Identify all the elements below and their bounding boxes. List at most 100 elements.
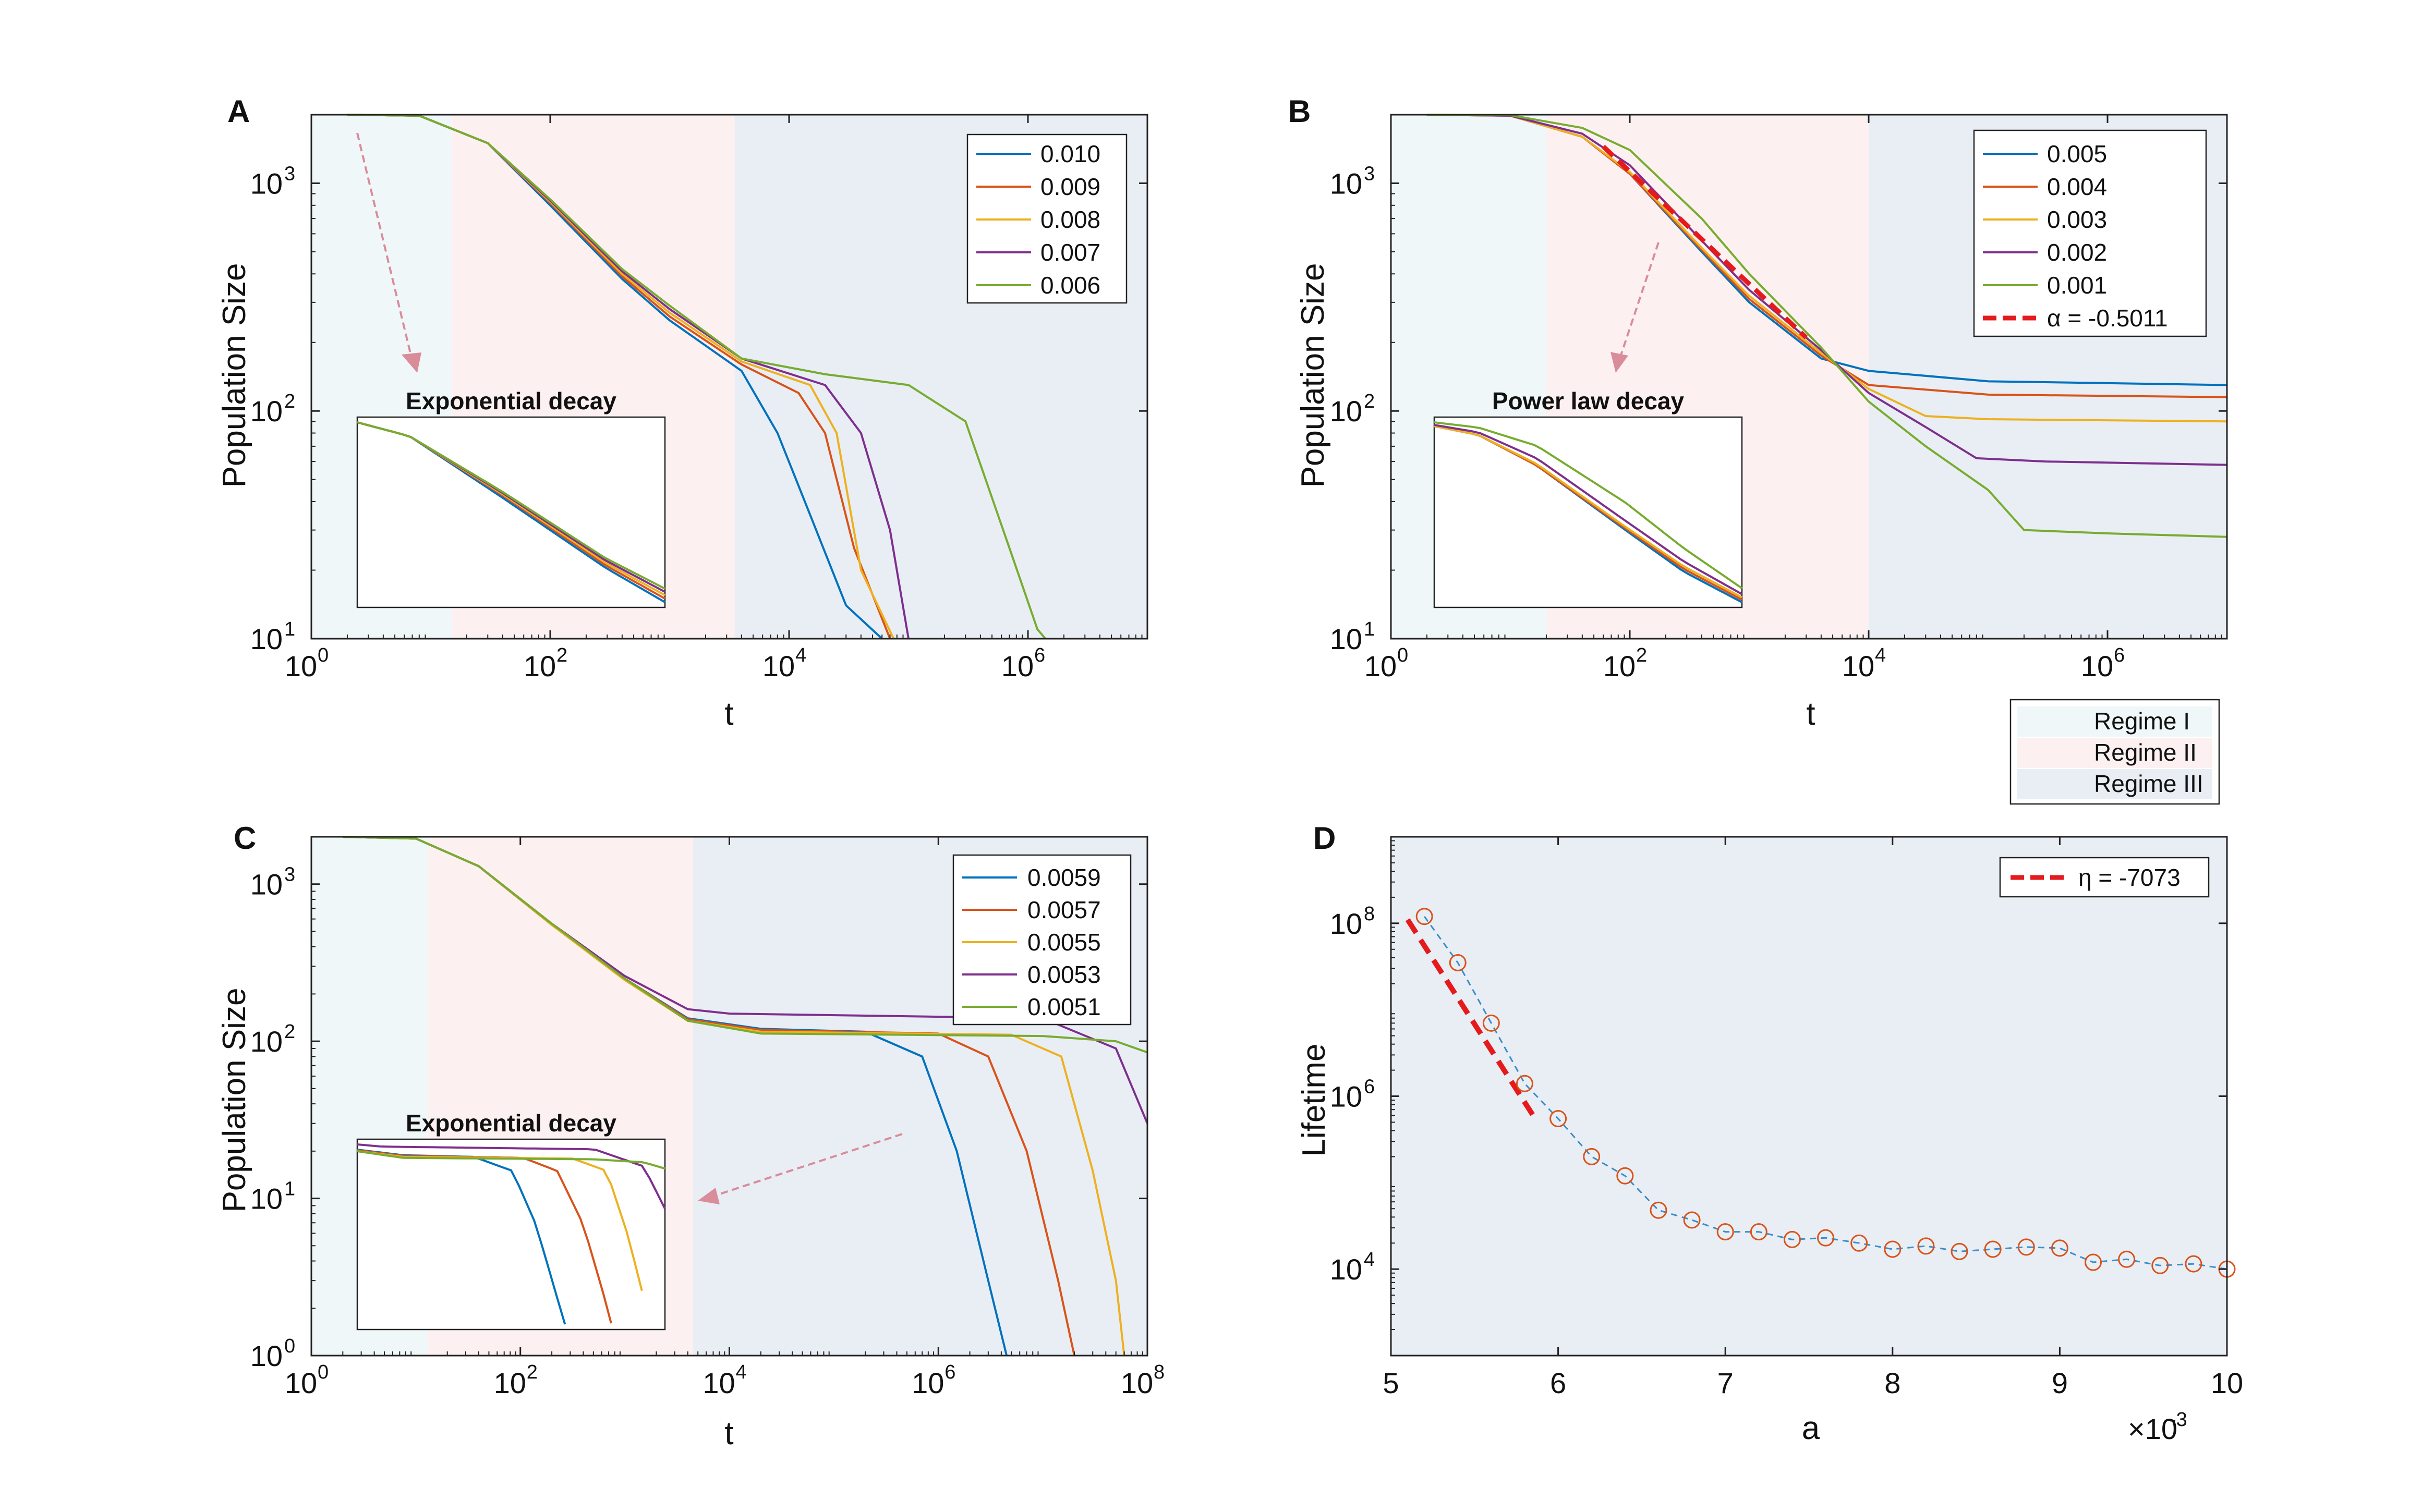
panel-b-y-tick-label: 10	[1330, 167, 1362, 200]
panel-a-x-tick-exp: 6	[1034, 644, 1045, 666]
panel-c-x-tick-label: 10	[494, 1367, 526, 1399]
panel-d-marker	[1716, 1223, 1734, 1241]
panel-a-inset-line-5	[357, 421, 665, 590]
panel-a-y-axis-label: Population Size	[216, 263, 252, 488]
panel-c-inset-lines	[357, 1143, 666, 1325]
panel-c-y-tick-exp: 0	[284, 1335, 295, 1357]
panel-d-marker	[2085, 1253, 2102, 1271]
panel-b-inset-line-4	[1434, 424, 1742, 595]
panel-c-x-tick-label: 10	[703, 1367, 735, 1399]
panel-d-y-tick-exp: 4	[1364, 1249, 1375, 1271]
panel-b-legend-label-2: 0.004	[2047, 173, 2107, 200]
panel-d-x-tick-label: 9	[2052, 1367, 2068, 1399]
panel-a-legend-label-5: 0.006	[1040, 272, 1100, 299]
regime-2-swatch	[2017, 738, 2212, 768]
panel-a-y-tick-exp: 1	[284, 618, 295, 640]
panel-c-y-tick-exp: 1	[284, 1178, 295, 1200]
panel-b-x-tick-label: 10	[1603, 650, 1636, 682]
panel-b-legend-label-3: 0.003	[2047, 206, 2107, 233]
panel-c-legend-label-5: 0.0051	[1027, 993, 1101, 1020]
panel-d-x-tick-label: 5	[1383, 1367, 1399, 1399]
panel-d-legend: η = -7073	[1999, 857, 2210, 898]
panel-c-y-tick-label: 10	[250, 1025, 283, 1058]
panel-d-y-tick-label: 10	[1330, 1253, 1362, 1286]
panel-a-x-tick-label: 10	[285, 650, 317, 682]
panel-d-marker	[1516, 1075, 1533, 1092]
panel-c-inset-line-4	[357, 1143, 666, 1210]
panel-b-fit-line	[1602, 144, 1808, 339]
panel-b-y-axis-label: Population Size	[1295, 263, 1331, 488]
panel-d-markers	[1415, 908, 2236, 1278]
panel-a-series	[347, 114, 1046, 640]
panel-d-marker	[1850, 1234, 1868, 1252]
panel-b-series-line-5	[1426, 114, 2227, 538]
panel-d-marker	[1482, 1014, 1500, 1032]
panel-a-x-axis-label: t	[724, 696, 733, 732]
panel-b-inset: Power law decay	[1433, 387, 1743, 608]
panel-d-marker	[1616, 1167, 1634, 1185]
panel-c-x-tick-exp: 4	[736, 1361, 747, 1383]
panel-b-legend-label-1: 0.005	[2047, 140, 2107, 167]
panel-b-x-tick-label: 10	[1842, 650, 1874, 682]
panel-a-y-tick-exp: 2	[284, 391, 295, 412]
panel-d-marker	[1415, 908, 1433, 925]
panel-b-y-tick-label: 10	[1330, 395, 1362, 428]
panel-a-x-tick-exp: 0	[318, 644, 329, 666]
panel-letter-c: C	[234, 821, 256, 856]
panel-c-inset-title: Exponential decay	[406, 1109, 616, 1137]
panel-b-x-tick-exp: 6	[2114, 644, 2125, 666]
panel-b-y-tick-exp: 2	[1364, 391, 1375, 412]
panel-d-marker	[1683, 1211, 1701, 1229]
panel-d-connecting-line	[1423, 916, 2227, 1270]
panel-c-legend-label-3: 0.0055	[1027, 929, 1101, 956]
panel-b-legend: 0.005 0.004 0.003 0.002 0.001 α = -0.5011	[1973, 129, 2207, 337]
panel-d-legend-label: η = -7073	[2078, 864, 2181, 891]
panel-d-marker	[2051, 1239, 2068, 1257]
panel-c-x-tick-exp: 2	[527, 1361, 538, 1383]
regime-legend: Regime I Regime II Regime III	[2009, 699, 2220, 805]
panel-b-series-line-3	[1426, 114, 2227, 423]
panel-d-y-axis-label: Lifetime	[1296, 1043, 1332, 1156]
panel-b-inset-title: Power law decay	[1492, 387, 1685, 414]
regime-1-label: Regime I	[2094, 708, 2190, 735]
panel-b-legend-label-4: 0.002	[2047, 239, 2107, 266]
panel-c-y-tick-label: 10	[250, 1182, 283, 1215]
panel-b-axes-frame	[1390, 114, 2228, 640]
panel-d-y-tick-label: 10	[1330, 1080, 1362, 1113]
panel-d-marker	[1917, 1237, 1935, 1255]
panel-d-marker	[1951, 1242, 1968, 1260]
panel-c-series-line-5	[343, 836, 1148, 1054]
panel-b-inset-line-3	[1434, 425, 1742, 599]
panel-a-legend: 0.010 0.009 0.008 0.007 0.006	[966, 133, 1128, 304]
panel-a-inset-lines	[357, 421, 666, 603]
regime-1-swatch	[2017, 706, 2212, 737]
panel-c-x-ticks: 10 0 10 2 10 4 10 6 10 8	[285, 837, 1165, 1399]
panel-c-y-tick-exp: 2	[284, 1021, 295, 1043]
panel-c-x-tick-exp: 8	[1154, 1361, 1165, 1383]
panel-b-x-tick-label: 10	[1364, 650, 1397, 682]
panel-d-marker	[2151, 1257, 2169, 1274]
panel-d-x-ticks: 5 6 7 8 9 10	[1383, 837, 2243, 1399]
panel-c-x-axis-label: t	[724, 1416, 733, 1452]
regime-3-label: Regime III	[2094, 770, 2203, 797]
panel-d-x-tick-label: 10	[2211, 1367, 2243, 1399]
panel-a-x-ticks: 10 0 10 2 10 4 10 6	[285, 115, 1143, 682]
panel-a-y-tick-label: 10	[250, 167, 283, 200]
panel-a-y-tick-exp: 3	[284, 163, 295, 185]
panel-c-x-tick-label: 10	[912, 1367, 944, 1399]
panel-a-inset: Exponential decay	[356, 387, 666, 608]
panel-c-x-tick-label: 10	[1121, 1367, 1153, 1399]
panel-d-x-tick-label: 8	[1884, 1367, 1900, 1399]
panel-d-marker	[2017, 1238, 2035, 1256]
panel-letter-a: A	[227, 94, 250, 129]
panel-a-inset-title: Exponential decay	[406, 387, 616, 414]
panel-a-series-line-5	[347, 114, 1046, 640]
panel-a-legend-label-2: 0.009	[1040, 173, 1100, 200]
panel-d-x-tick-label: 7	[1717, 1367, 1734, 1399]
panel-a-y-tick-label: 10	[250, 395, 283, 428]
panel-c-legend-label-2: 0.0057	[1027, 896, 1101, 923]
